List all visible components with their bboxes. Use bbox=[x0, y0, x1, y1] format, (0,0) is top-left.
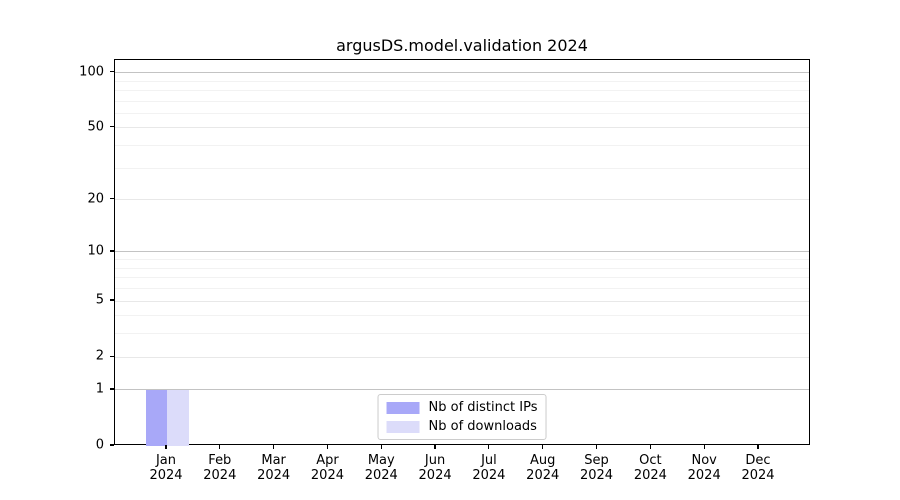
x-tick-year: 2024 bbox=[203, 468, 237, 483]
gridline-4 bbox=[115, 315, 809, 317]
gridline-50 bbox=[115, 127, 809, 129]
x-tick-year: 2024 bbox=[418, 468, 452, 483]
x-tick-year: 2024 bbox=[149, 468, 183, 483]
x-tick-mark-jan bbox=[165, 445, 167, 449]
gridline-40 bbox=[115, 145, 809, 147]
x-tick-mark-sep bbox=[595, 445, 598, 449]
legend-entry: Nb of downloads bbox=[386, 419, 538, 434]
x-tick-mark-jul bbox=[488, 445, 490, 449]
y-tick-mark-50 bbox=[110, 126, 114, 128]
legend-swatch-icon bbox=[386, 401, 420, 414]
bar-nb-of-distinct-ips-jan bbox=[145, 389, 167, 446]
x-tick-mark-nov bbox=[703, 445, 705, 449]
x-tick-month: Jul bbox=[481, 453, 497, 468]
x-tick-mark-oct bbox=[649, 445, 651, 449]
x-tick-year: 2024 bbox=[257, 468, 291, 483]
x-tick-month: May bbox=[367, 453, 395, 468]
bar-nb-of-downloads-jan bbox=[167, 389, 189, 446]
x-tick-mark-apr bbox=[326, 445, 329, 449]
x-tick-month: Apr bbox=[316, 453, 339, 468]
gridline-9 bbox=[115, 259, 809, 261]
y-tick-label: 2 bbox=[95, 348, 104, 364]
gridline-80 bbox=[115, 89, 809, 91]
legend-label: Nb of distinct IPs bbox=[428, 400, 538, 415]
y-tick-mark-20 bbox=[110, 198, 114, 200]
x-tick-month: Feb bbox=[208, 453, 232, 468]
x-tick-month: Mar bbox=[261, 453, 286, 468]
x-tick-label-apr: Apr 2024 bbox=[311, 453, 344, 483]
x-tick-label-may: May 2024 bbox=[365, 453, 398, 483]
gridline-60 bbox=[115, 112, 809, 114]
gridline-5 bbox=[115, 300, 809, 302]
x-tick-year: 2024 bbox=[472, 468, 506, 483]
chart-title: argusDS.model.validation 2024 bbox=[336, 36, 588, 55]
gridline-70 bbox=[115, 100, 809, 102]
x-tick-month: Aug bbox=[530, 453, 556, 468]
legend-swatch-icon bbox=[386, 420, 420, 433]
y-tick-mark-0 bbox=[110, 444, 114, 446]
x-tick-label-sep: Sep 2024 bbox=[580, 453, 613, 483]
x-tick-label-feb: Feb 2024 bbox=[203, 453, 236, 483]
x-tick-label-aug: Aug 2024 bbox=[526, 453, 559, 483]
gridline-100 bbox=[115, 72, 809, 74]
gridline-90 bbox=[115, 80, 809, 82]
x-tick-month: Sep bbox=[584, 453, 609, 468]
y-tick-label: 10 bbox=[87, 243, 104, 259]
x-tick-year: 2024 bbox=[364, 468, 398, 483]
x-tick-year: 2024 bbox=[741, 468, 775, 483]
x-tick-year: 2024 bbox=[526, 468, 560, 483]
x-tick-label-jul: Jul 2024 bbox=[472, 453, 505, 483]
x-tick-month: Jan bbox=[155, 453, 177, 468]
y-tick-label: 1 bbox=[95, 381, 104, 397]
x-tick-label-mar: Mar 2024 bbox=[257, 453, 290, 483]
x-tick-label-nov: Nov 2024 bbox=[688, 453, 721, 483]
legend-entry: Nb of distinct IPs bbox=[386, 400, 538, 415]
gridline-6 bbox=[115, 288, 809, 290]
gridline-8 bbox=[115, 267, 809, 269]
plot-area bbox=[114, 59, 810, 446]
gridline-2 bbox=[115, 356, 809, 358]
x-tick-label-oct: Oct 2024 bbox=[634, 453, 667, 483]
gridline-10 bbox=[115, 251, 809, 253]
x-tick-month: Nov bbox=[691, 453, 717, 468]
gridline-30 bbox=[115, 167, 809, 169]
y-tick-mark-10 bbox=[110, 250, 114, 252]
x-tick-mark-feb bbox=[219, 445, 221, 449]
legend-label: Nb of downloads bbox=[428, 419, 537, 434]
gridline-1 bbox=[115, 389, 809, 391]
y-tick-mark-5 bbox=[110, 299, 114, 301]
x-tick-year: 2024 bbox=[633, 468, 667, 483]
x-tick-label-dec: Dec 2024 bbox=[741, 453, 774, 483]
y-tick-label: 20 bbox=[87, 191, 104, 207]
y-tick-label: 100 bbox=[79, 64, 104, 80]
x-tick-month: Jun bbox=[424, 453, 446, 468]
y-tick-label: 50 bbox=[87, 119, 104, 135]
x-tick-year: 2024 bbox=[687, 468, 721, 483]
x-tick-label-jan: Jan 2024 bbox=[149, 453, 182, 483]
legend: Nb of distinct IPs Nb of downloads bbox=[377, 394, 547, 440]
x-tick-mark-may bbox=[380, 445, 382, 449]
y-tick-mark-2 bbox=[110, 355, 114, 357]
x-tick-mark-mar bbox=[273, 445, 275, 449]
x-tick-label-jun: Jun 2024 bbox=[419, 453, 452, 483]
x-tick-mark-aug bbox=[542, 445, 544, 449]
gridline-3 bbox=[115, 333, 809, 335]
x-tick-mark-dec bbox=[757, 445, 759, 449]
x-tick-month: Oct bbox=[639, 453, 662, 468]
y-tick-label: 0 bbox=[95, 437, 104, 453]
x-tick-mark-jun bbox=[434, 445, 436, 449]
y-tick-mark-1 bbox=[110, 388, 114, 390]
x-tick-year: 2024 bbox=[310, 468, 344, 483]
x-tick-year: 2024 bbox=[579, 468, 614, 483]
gridline-20 bbox=[115, 199, 809, 201]
y-tick-label: 5 bbox=[95, 292, 104, 308]
gridline-7 bbox=[115, 277, 809, 279]
y-tick-mark-100 bbox=[110, 70, 114, 73]
x-tick-month: Dec bbox=[745, 453, 771, 468]
